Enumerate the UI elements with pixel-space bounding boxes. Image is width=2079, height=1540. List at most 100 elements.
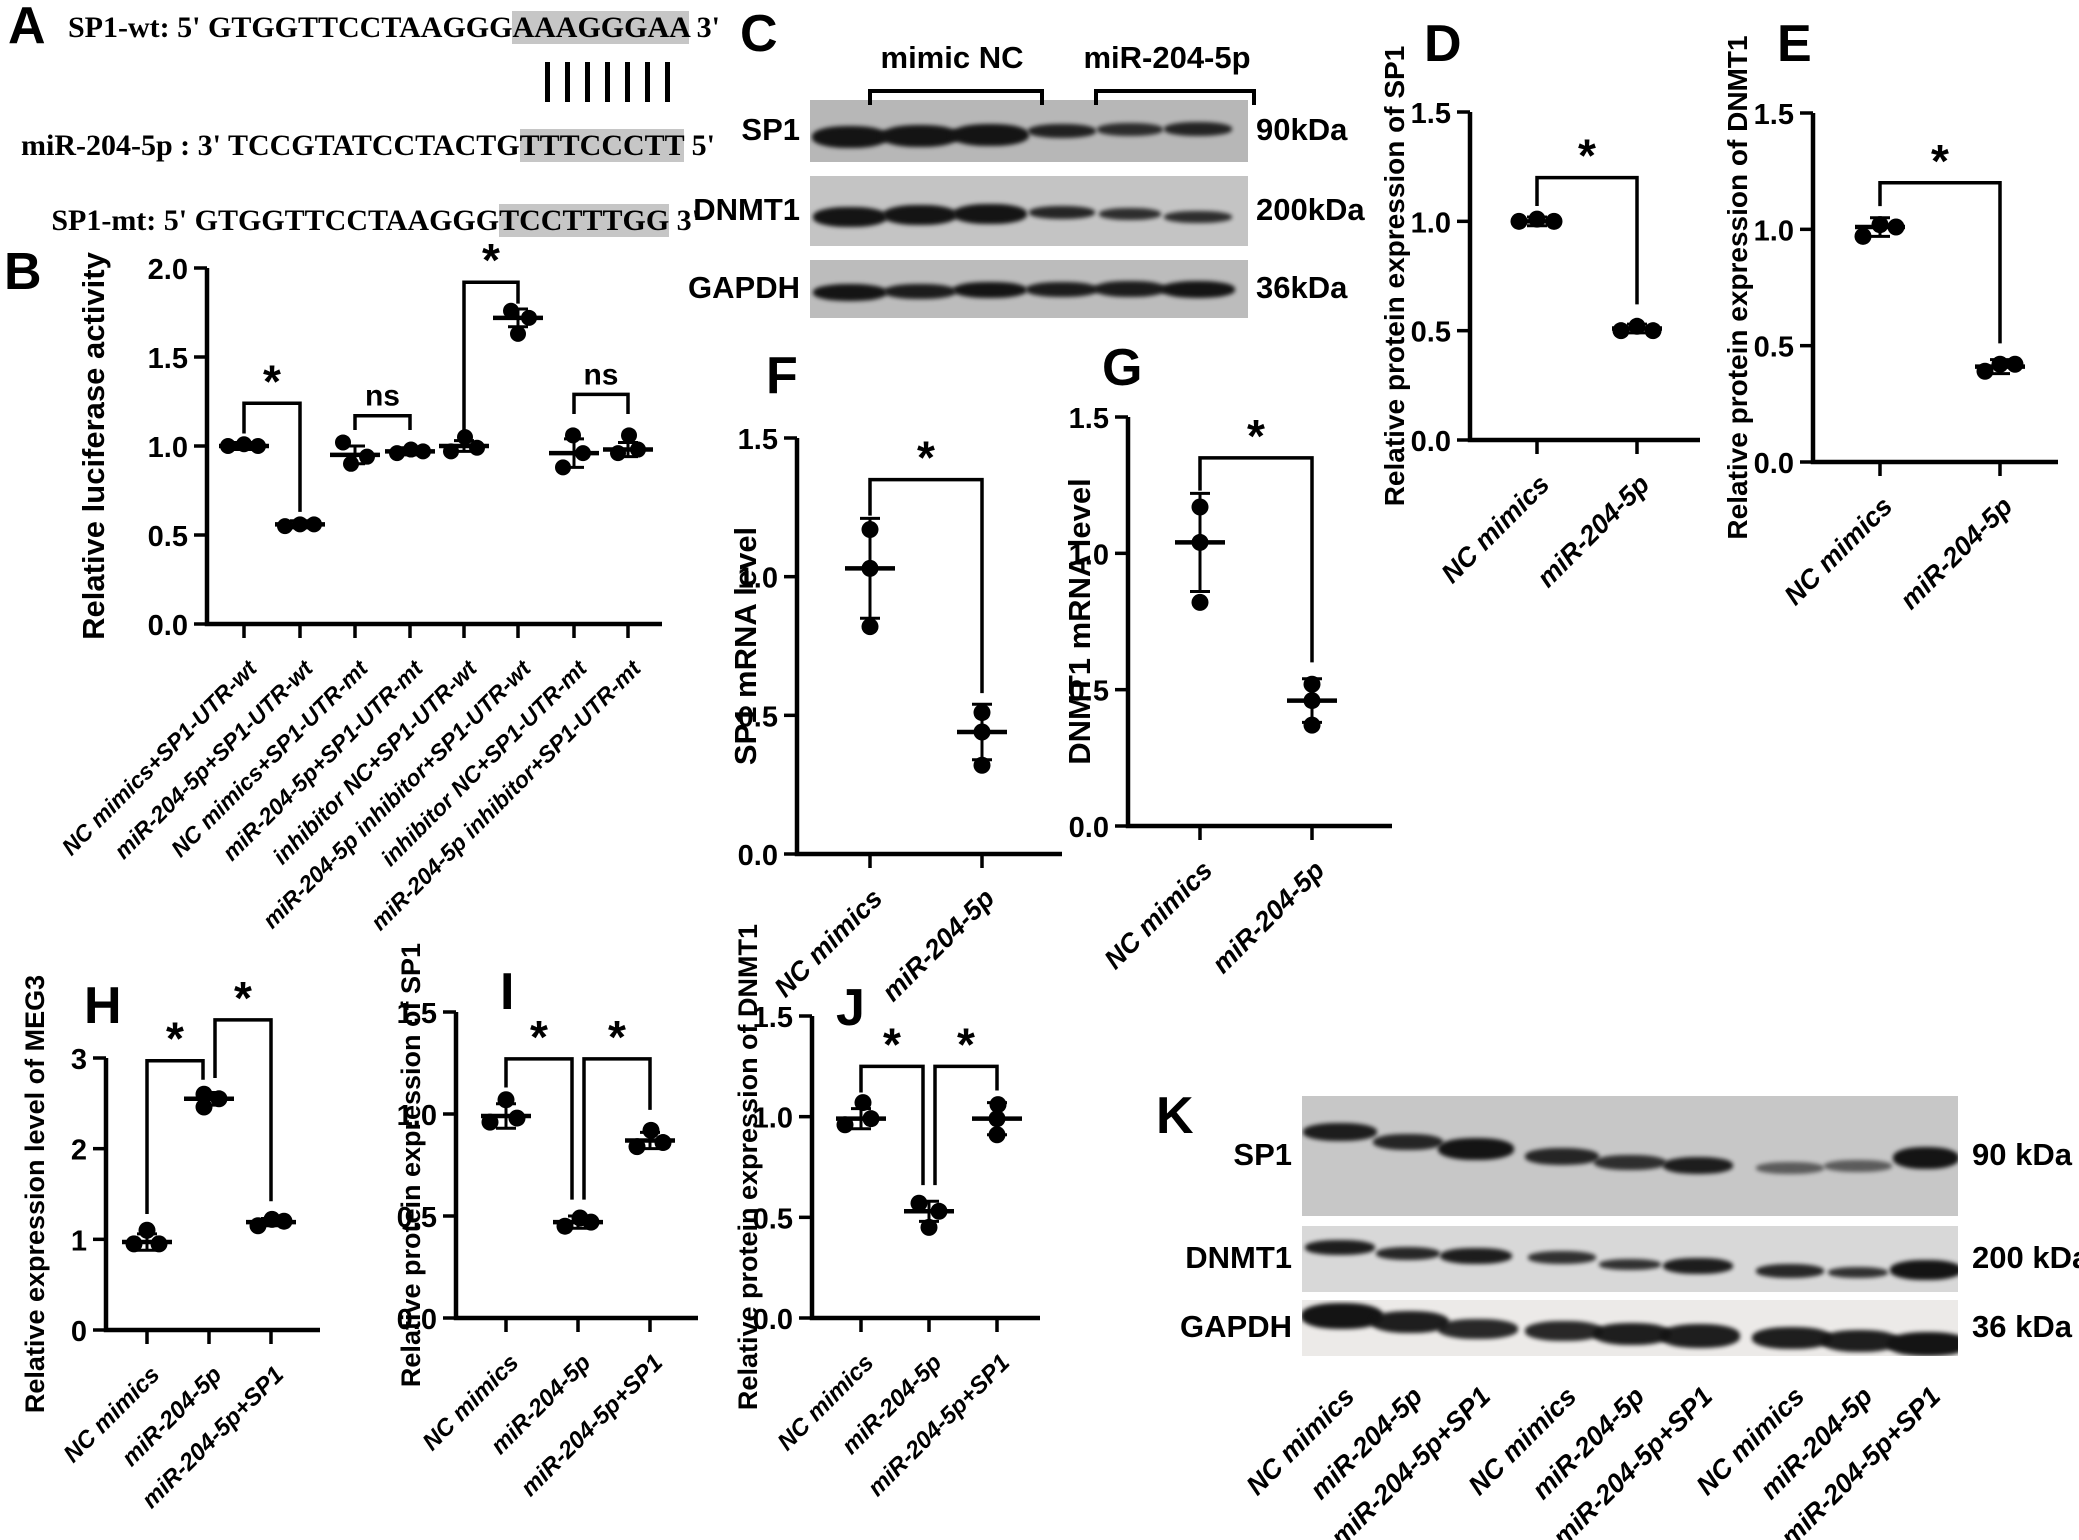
blot-band — [1594, 1154, 1666, 1170]
panel-letter-h: H — [84, 977, 122, 1035]
sig-bracket — [145, 1058, 205, 1214]
data-point — [642, 1121, 660, 1139]
lane-group-bracket — [868, 89, 1044, 105]
sig-label: * — [166, 1013, 184, 1065]
data-point — [2006, 355, 2024, 373]
data-point — [989, 1096, 1007, 1114]
protein-label: DNMT1 — [693, 192, 800, 227]
panel-letter-d: D — [1424, 15, 1462, 73]
blot-band — [1893, 1147, 1958, 1170]
panel-letter-i: I — [500, 963, 515, 1021]
data-point — [275, 1212, 293, 1230]
data-point — [973, 756, 991, 774]
sig-bracket — [582, 1057, 652, 1200]
y-tick-label: 2 — [71, 1135, 87, 1167]
data-point — [403, 441, 419, 458]
y-tick-label: 0.5 — [753, 1203, 793, 1235]
alignment-bar — [665, 62, 670, 102]
sequence-seed-highlight: TCCTTTGG — [499, 204, 670, 237]
blot-band — [813, 283, 887, 301]
molecular-weight-label: 36kDa — [1256, 270, 1348, 305]
blot-band — [1376, 1247, 1440, 1261]
blot-band — [1828, 1266, 1888, 1278]
blot-band — [1026, 281, 1098, 297]
data-point — [443, 443, 459, 460]
protein-label: GAPDH — [688, 270, 800, 305]
data-point — [556, 1217, 574, 1235]
molecular-weight-label: 200kDa — [1256, 192, 1365, 227]
y-tick-label: 1 — [71, 1225, 87, 1257]
sequence-prefix: miR-204-5p : 3' TCCGTATCCTACTG — [21, 129, 520, 162]
blot-band — [1599, 1258, 1661, 1270]
sequence-prefix: SP1-wt: 5' GTGGTTCCTAAGGG — [68, 11, 513, 44]
data-point — [306, 516, 322, 533]
data-point — [359, 448, 375, 465]
y-axis-title: DNMT1 mRNA level — [1062, 478, 1097, 765]
blot-band — [812, 126, 888, 149]
blot-band — [1303, 1123, 1377, 1141]
y-tick-label: 1.5 — [1754, 99, 1794, 131]
y-tick-label: 1.5 — [738, 424, 778, 456]
y-tick-label: 3 — [71, 1044, 87, 1076]
alignment-bar — [545, 62, 550, 102]
sig-label: * — [883, 1018, 901, 1070]
data-point — [1991, 355, 2009, 373]
y-tick-label: 0.0 — [1411, 426, 1451, 458]
data-point — [250, 438, 266, 454]
molecular-weight-label: 200 kDa — [1972, 1240, 2079, 1275]
data-point — [836, 1116, 854, 1134]
alignment-bar — [645, 62, 650, 102]
data-point — [125, 1235, 143, 1253]
data-point — [249, 1217, 267, 1235]
blot-row-membrane — [1302, 1226, 1958, 1292]
x-tick-label: miR-204-5p — [1206, 855, 1330, 979]
molecular-weight-label: 90kDa — [1256, 112, 1348, 147]
sig-label: * — [608, 1011, 626, 1063]
sig-bracket — [1535, 175, 1639, 305]
blot-band — [1302, 1302, 1383, 1329]
blot-band — [1371, 1311, 1449, 1334]
y-axis-title: Relative protein expression of SP1 — [396, 943, 426, 1387]
data-point — [973, 704, 991, 722]
axis — [794, 438, 1062, 857]
y-tick-label: 1.5 — [397, 998, 437, 1030]
lane-group-bracket — [1094, 89, 1256, 105]
sig-bracket — [933, 1064, 999, 1186]
sig-bracket — [462, 280, 520, 432]
protein-label: GAPDH — [1180, 1309, 1292, 1344]
sig-label: * — [234, 972, 252, 1024]
blot-band — [1528, 1251, 1596, 1265]
data-point — [1612, 322, 1630, 340]
y-tick-label: 1.0 — [1069, 539, 1109, 571]
lane-group-header: mimic NC — [880, 40, 1024, 75]
data-point — [1545, 212, 1563, 230]
blot-band — [1821, 1330, 1899, 1353]
blot-band — [1305, 1239, 1375, 1255]
sequence-seed-highlight: TTTCCCTT — [519, 129, 685, 162]
sig-label: * — [957, 1018, 975, 1070]
blot-band — [1752, 1327, 1832, 1350]
blot-row-membrane — [810, 176, 1248, 246]
sig-bracket — [868, 477, 984, 694]
data-point — [457, 429, 473, 446]
panel-letter-e: E — [1777, 15, 1812, 73]
y-tick-label: 0.0 — [753, 1304, 793, 1336]
data-point — [1644, 322, 1662, 340]
blot-band — [1756, 1162, 1824, 1174]
blot-band — [1660, 1324, 1740, 1349]
blot-band — [881, 124, 959, 147]
y-tick-label: 0.5 — [148, 521, 188, 553]
y-tick-label: 1.0 — [738, 563, 778, 595]
y-tick-label: 0.5 — [1069, 676, 1109, 708]
sig-bracket — [1878, 181, 2002, 344]
blot-band — [1663, 1257, 1733, 1274]
axis — [809, 1016, 1040, 1321]
y-tick-label: 0.0 — [1069, 812, 1109, 844]
data-point — [1871, 216, 1889, 234]
panel-letter-a: A — [8, 0, 46, 55]
sig-label: * — [1578, 130, 1596, 182]
sig-label: * — [917, 432, 935, 484]
blot-row-membrane — [810, 260, 1248, 318]
data-point — [335, 434, 351, 451]
data-point — [1191, 498, 1209, 516]
